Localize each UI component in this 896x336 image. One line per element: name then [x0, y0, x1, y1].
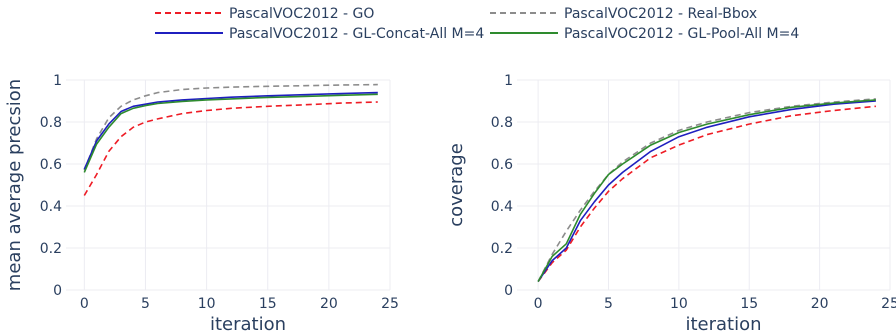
x-tick-label: 5: [604, 296, 613, 312]
series-line: [537, 99, 876, 282]
y-tick-label: 0.2: [491, 241, 513, 257]
y-tick-label: 0.8: [491, 115, 513, 131]
x-tick-label: 20: [811, 296, 829, 312]
y-tick-label: 0.6: [491, 157, 513, 173]
legend-label: PascalVOC2012 - Real-Bbox: [564, 6, 757, 22]
y-tick-label: 0: [53, 283, 62, 299]
x-tick-label: 25: [381, 296, 399, 312]
y-tick-label: 1: [53, 73, 62, 89]
legend: PascalVOC2012 - GO PascalVOC2012 - Real-B…: [155, 6, 799, 42]
legend-item[interactable]: PascalVOC2012 - GL-Pool-All M=4: [490, 26, 799, 42]
x-tick-label: 25: [881, 296, 896, 312]
x-tick-label: 5: [141, 296, 150, 312]
x-tick-label: 15: [740, 296, 758, 312]
series-line: [83, 83, 378, 171]
series-line: [537, 98, 876, 282]
x-axis-title: iteration: [210, 314, 286, 335]
legend-label: PascalVOC2012 - GL-Pool-All M=4: [564, 26, 799, 42]
y-tick-label: 1: [504, 73, 513, 89]
x-tick-label: 10: [670, 296, 688, 312]
legend-label: PascalVOC2012 - GL-Concat-All M=4: [229, 26, 484, 42]
legend-label: PascalVOC2012 - GO: [229, 6, 374, 22]
x-axis-title: iteration: [685, 314, 761, 335]
legend-item[interactable]: PascalVOC2012 - GO: [155, 6, 374, 22]
chart-coverage: 00.20.40.60.810 5 10 15 20 25iterationcoverag…: [446, 73, 896, 335]
x-tick-label: 10: [198, 296, 216, 312]
y-tick-label: 0.4: [40, 199, 62, 215]
x-tick-label: 15: [259, 296, 277, 312]
y-axis-title: coverage: [446, 143, 467, 227]
x-tick-label: 20: [320, 296, 338, 312]
x-tick-label: 0: [534, 296, 543, 312]
y-tick-label: 0.4: [491, 199, 513, 215]
legend-item[interactable]: PascalVOC2012 - Real-Bbox: [490, 6, 757, 22]
series-line: [83, 101, 378, 196]
y-tick-label: 0.2: [40, 241, 62, 257]
series-line: [537, 105, 876, 283]
y-tick-label: 0: [504, 283, 513, 299]
y-tick-label: 0.8: [40, 115, 62, 131]
y-tick-label: 0.6: [40, 157, 62, 173]
series-line: [83, 91, 378, 170]
legend-item[interactable]: PascalVOC2012 - GL-Concat-All M=4: [155, 26, 484, 42]
series-line: [83, 93, 378, 173]
x-tick-label: 0: [80, 296, 89, 312]
y-axis-title: mean average precsion: [4, 79, 25, 291]
series-line: [537, 100, 876, 283]
